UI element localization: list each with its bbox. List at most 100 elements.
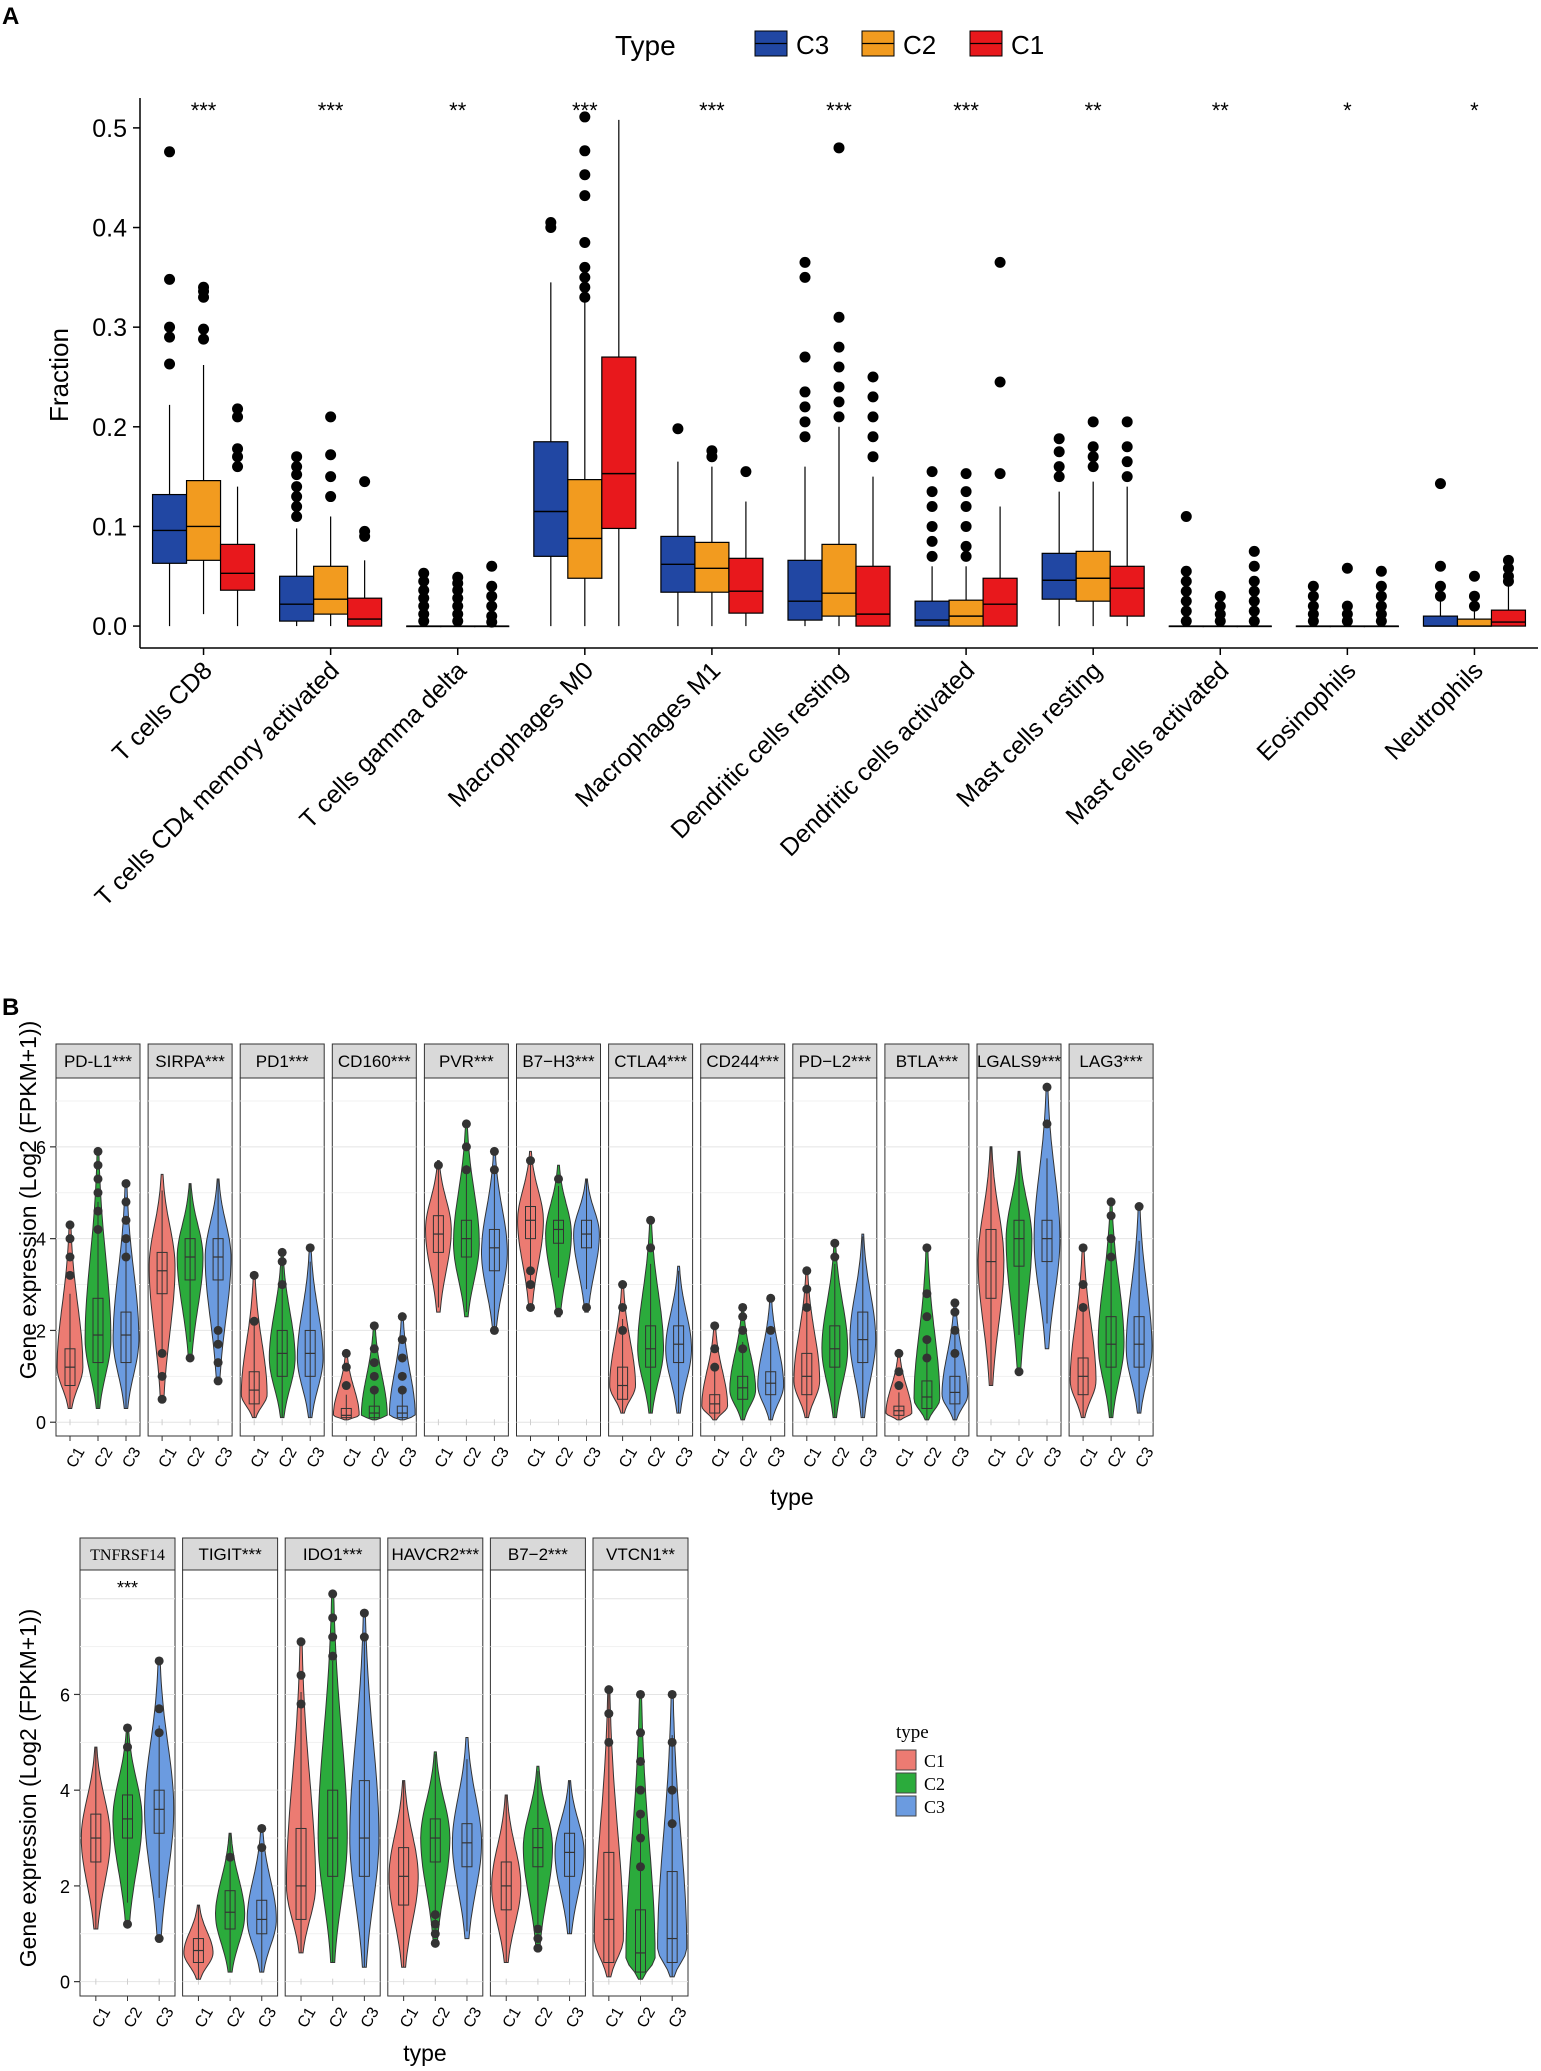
box-body: [601, 356, 637, 530]
outlier-point: [867, 431, 879, 443]
outlier-point: [867, 451, 879, 463]
box-body: [533, 441, 569, 557]
violin-box: [461, 1823, 473, 1868]
facet-pdl2: PD−L2*** C1 C2 C3: [792, 1043, 881, 1471]
significance-label: *: [1470, 98, 1479, 123]
outlier-point: [418, 567, 430, 579]
outlier-point: [738, 1312, 748, 1322]
outlier-point: [93, 1146, 103, 1156]
box-c3: [279, 451, 315, 627]
facet-pvr: PVR*** C1 C2 C3: [423, 1043, 513, 1471]
x-tick-label: C1: [340, 1445, 365, 1471]
facet-strip: [284, 1537, 381, 1571]
outlier-point: [1087, 451, 1099, 463]
facet-strip-label: HAVCR2***: [392, 1545, 480, 1564]
outlier-point: [926, 501, 938, 513]
facet-btla: BTLA*** C1 C2 C3: [884, 1043, 973, 1471]
outlier-point: [867, 411, 879, 423]
outlier-point: [341, 1381, 351, 1391]
legend-label-c2: C2: [924, 1774, 945, 1794]
outlier-point: [950, 1325, 960, 1335]
facet-strip-label: CD160***: [338, 1052, 411, 1071]
box-c2: [440, 571, 476, 628]
violin-box: [429, 1818, 441, 1863]
outlier-point: [994, 376, 1006, 388]
outlier-point: [667, 1737, 677, 1747]
significance-label: **: [1085, 98, 1103, 123]
outlier-point: [1434, 590, 1446, 602]
outlier-point: [486, 600, 498, 612]
outlier-point: [65, 1220, 75, 1230]
x-tick-label: C3: [488, 1445, 513, 1471]
outlier-point: [154, 1656, 164, 1666]
outlier-point: [799, 416, 811, 428]
outlier-point: [833, 396, 845, 408]
outlier-point: [1078, 1302, 1088, 1312]
outlier-point: [1468, 570, 1480, 582]
outlier-point: [894, 1367, 904, 1377]
y-tick-label: 0.2: [92, 414, 127, 442]
outlier-point: [926, 486, 938, 498]
outlier-point: [452, 600, 464, 612]
outlier-point: [452, 592, 464, 604]
outlier-point: [486, 590, 498, 602]
legend-swatch-c2: [895, 1772, 917, 1794]
facet-pdl1: PD-L1*** C1 C2 C3: [55, 1043, 145, 1471]
outlier-point: [526, 1266, 535, 1276]
x-tick-label: C1: [616, 1445, 641, 1471]
outlier-point: [960, 501, 972, 513]
outlier-point: [249, 1316, 259, 1326]
outlier-point: [618, 1302, 628, 1312]
outlier-point: [359, 476, 371, 488]
outlier-point: [1248, 595, 1260, 607]
box-c1: [474, 560, 510, 628]
box-c2: [1329, 562, 1365, 628]
legend-label-c1: C1: [924, 1751, 945, 1771]
x-tick-label: C1: [985, 1445, 1010, 1471]
box-c3: [533, 217, 569, 627]
outlier-point: [799, 386, 811, 398]
outlier-point: [710, 1321, 720, 1331]
outlier-point: [249, 1270, 259, 1280]
outlier-point: [1214, 590, 1226, 602]
outlier-point: [198, 333, 210, 345]
box-body: [821, 543, 857, 617]
outlier-point: [830, 1252, 840, 1262]
outlier-point: [1375, 590, 1387, 602]
significance-label: **: [1212, 98, 1230, 123]
violin-box: [295, 1827, 307, 1920]
significance-label: ***: [699, 98, 725, 123]
outlier-point: [1341, 608, 1353, 620]
panel-b: B Gene expression (Log2 (FPKM+1)) type G…: [2, 994, 1158, 2066]
panel-a-legend: Type C3 C2 C1: [615, 30, 1044, 61]
facet-strip: [239, 1043, 325, 1079]
y-tick-label: 2: [60, 1877, 70, 1897]
x-tick-label: C2: [184, 1445, 209, 1471]
violin-box: [921, 1380, 933, 1409]
box-c2: [567, 111, 603, 627]
outlier-point: [1134, 1202, 1144, 1212]
outlier-point: [1121, 456, 1133, 468]
outlier-point: [894, 1348, 904, 1358]
outlier-point: [1375, 565, 1387, 577]
facet-pd1: PD1*** C1 C2 C3: [239, 1043, 329, 1471]
outlier-point: [710, 1344, 720, 1354]
outlier-point: [430, 1938, 440, 1948]
outlier-point: [1307, 600, 1319, 612]
outlier-point: [397, 1335, 407, 1345]
outlier-point: [799, 351, 811, 363]
outlier-point: [867, 371, 879, 383]
y-tick-label: 6: [60, 1685, 70, 1705]
x-tick-label: C1: [432, 1445, 457, 1471]
outlier-point: [157, 1348, 167, 1358]
x-tick-label: C2: [276, 1445, 301, 1471]
box-c3: [406, 567, 442, 628]
outlier-point: [833, 341, 845, 353]
outlier-point: [994, 256, 1006, 268]
box-body: [787, 559, 823, 621]
outlier-point: [93, 1174, 103, 1184]
x-tick-label: C3: [856, 1445, 881, 1471]
outlier-point: [950, 1298, 960, 1308]
outlier-point: [1248, 615, 1260, 627]
